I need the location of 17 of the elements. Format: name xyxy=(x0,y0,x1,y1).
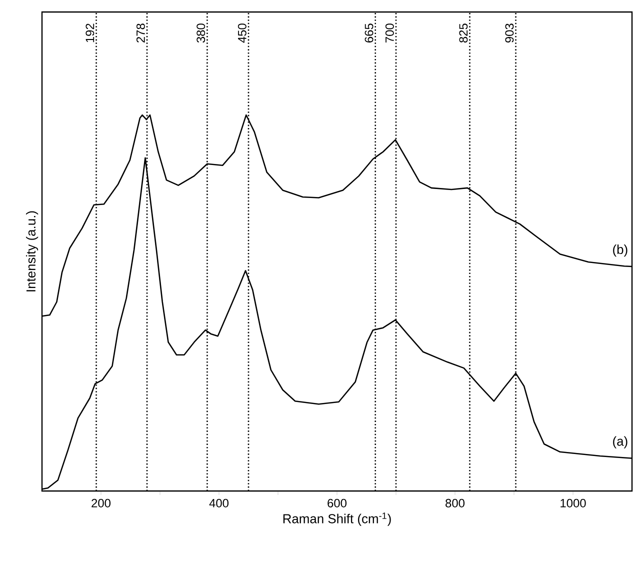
x-tick-label: 600 xyxy=(328,498,347,508)
ref-line-label: 380 xyxy=(196,24,206,43)
y-axis-title: Intensity (a.u.) xyxy=(26,211,38,292)
ref-line-label: 700 xyxy=(385,24,394,42)
x-tick-label: 200 xyxy=(92,498,111,508)
series-label: (a) xyxy=(613,436,628,448)
x-axis-title: Raman Shift (cm$^{-1}$) xyxy=(283,512,391,526)
ref-line-label: 278 xyxy=(136,24,145,42)
x-tick-label: 1000 xyxy=(560,498,586,508)
ref-line-label: 825 xyxy=(459,24,468,43)
ref-line-label: 192 xyxy=(86,24,94,42)
ref-line-label: 903 xyxy=(505,24,514,42)
ref-line-label: 450 xyxy=(238,24,246,43)
x-tick-label: 800 xyxy=(446,498,465,508)
x-tick-label: 400 xyxy=(209,498,229,508)
ref-line-label: 665 xyxy=(364,24,374,42)
series-label: (b) xyxy=(613,244,628,257)
